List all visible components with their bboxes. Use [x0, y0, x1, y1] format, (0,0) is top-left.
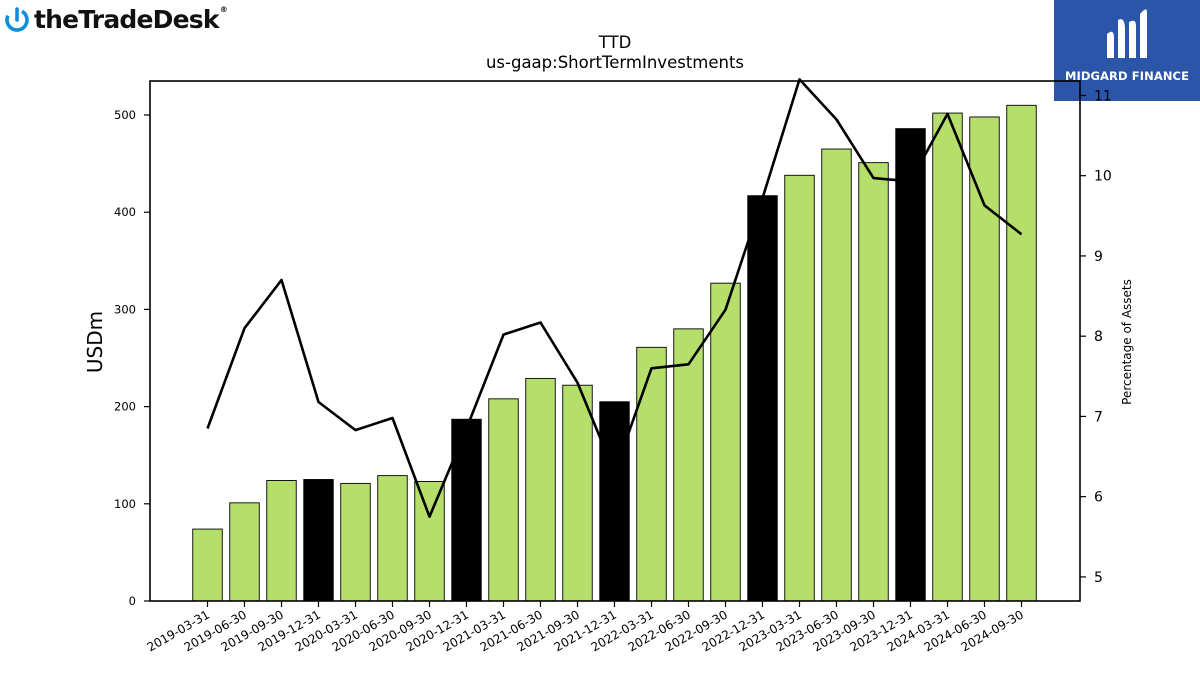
percentage-line — [206, 78, 1023, 519]
midgard-emblem-icon — [1107, 9, 1147, 59]
bar-series — [192, 104, 1037, 602]
bar-2023-12-31 — [895, 128, 926, 602]
y2-tick-label: 5 — [1094, 570, 1103, 586]
bar-2020-09-30 — [414, 480, 445, 602]
y2-axis-label: Percentage of Assets — [1120, 279, 1134, 405]
y2-tick-label: 10 — [1094, 169, 1112, 185]
bar-2023-06-30 — [821, 148, 852, 602]
y-axis-label: USDm — [83, 311, 107, 373]
bar-2022-09-30 — [710, 282, 741, 602]
bar-2020-12-31 — [451, 418, 482, 602]
chart-title: TTD — [598, 33, 632, 52]
bar-2019-06-30 — [229, 502, 260, 602]
bar-2021-03-31 — [488, 398, 519, 602]
bar-2019-12-31 — [303, 479, 334, 602]
y2-tick-label: 11 — [1094, 88, 1112, 104]
y-tick-label: 0 — [129, 594, 136, 608]
trade-desk-logo: theTradeDesk® — [4, 2, 228, 36]
chart-subtitle: us-gaap:ShortTermInvestments — [486, 53, 744, 72]
bar-2021-09-30 — [562, 384, 593, 602]
bar-2022-03-31 — [636, 346, 667, 602]
bar-2024-03-31 — [932, 112, 963, 602]
power-icon — [5, 7, 29, 32]
midgard-finance-label: MIDGARD FINANCE — [1064, 69, 1190, 83]
line-series — [206, 78, 1023, 519]
trade-desk-wordmark: theTradeDesk® — [34, 4, 228, 34]
y-axis-ticks: 0 100 200 300 400 500 — [114, 108, 150, 608]
bar-2024-09-30 — [1006, 104, 1037, 602]
bar-2020-06-30 — [377, 475, 408, 602]
bar-2019-03-31 — [192, 528, 223, 602]
bar-2019-09-30 — [266, 480, 297, 602]
y2-tick-label: 7 — [1094, 409, 1103, 425]
y-tick-label: 200 — [114, 400, 136, 414]
y-tick-label: 500 — [114, 108, 136, 122]
bar-2023-03-31 — [784, 174, 815, 602]
y-tick-label: 300 — [114, 302, 136, 316]
y2-tick-label: 8 — [1094, 329, 1103, 345]
bar-2022-06-30 — [673, 328, 704, 602]
bar-2020-03-31 — [340, 482, 371, 602]
bar-2021-06-30 — [525, 377, 556, 602]
y-tick-label: 100 — [114, 497, 136, 511]
bar-2022-12-31 — [747, 195, 778, 602]
bar-2023-09-30 — [858, 162, 889, 602]
y2-tick-label: 6 — [1094, 490, 1103, 506]
x-axis-ticks: 2019-03-312019-06-302019-09-302019-12-31… — [145, 601, 1026, 654]
y-tick-label: 400 — [114, 205, 136, 219]
bar-2021-12-31 — [599, 401, 630, 602]
y2-axis-ticks: 5 6 7 8 9 10 11 — [1080, 88, 1112, 586]
bar-2024-06-30 — [969, 116, 1000, 602]
midgard-finance-logo: MIDGARD FINANCE — [1054, 0, 1200, 101]
y2-tick-label: 9 — [1094, 249, 1103, 265]
